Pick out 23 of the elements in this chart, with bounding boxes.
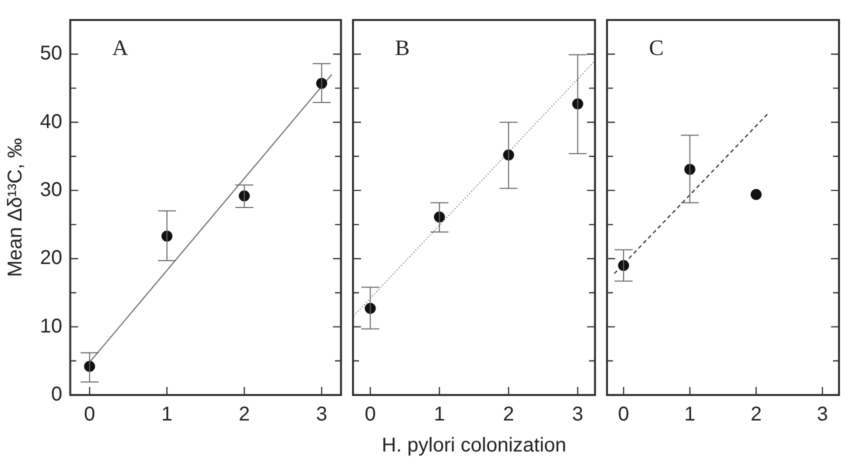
annotation: B xyxy=(395,34,410,60)
y-axis-title: Mean Δδ¹³C, ‰ xyxy=(4,138,27,277)
x-tick-label: 1 xyxy=(684,404,696,426)
x-tick-label: 0 xyxy=(84,404,96,426)
y-tick-label: 50 xyxy=(40,42,62,65)
x-tick-label: 2 xyxy=(503,404,514,426)
x-tick-label: 2 xyxy=(750,404,762,426)
x-tick-label: 2 xyxy=(238,404,250,426)
y-tick-label: 30 xyxy=(40,178,62,201)
x-tick-label: 3 xyxy=(816,404,828,426)
x-tick-label: 1 xyxy=(434,404,445,426)
annotation: A xyxy=(112,34,128,60)
x-tick-label: 0 xyxy=(364,404,376,426)
x-tick-label: 0 xyxy=(618,404,630,426)
y-tick-label: 20 xyxy=(40,247,62,270)
x-tick-label: 3 xyxy=(572,404,584,426)
x-tick-label: 1 xyxy=(161,404,173,426)
x-tick-label: 3 xyxy=(316,404,328,426)
annotation: C xyxy=(649,34,664,60)
y-tick-label: 40 xyxy=(40,110,62,133)
x-axis-title: H. pylori colonization xyxy=(382,434,566,457)
y-tick-label: 0 xyxy=(51,384,62,406)
y-tick-label: 10 xyxy=(40,315,62,338)
